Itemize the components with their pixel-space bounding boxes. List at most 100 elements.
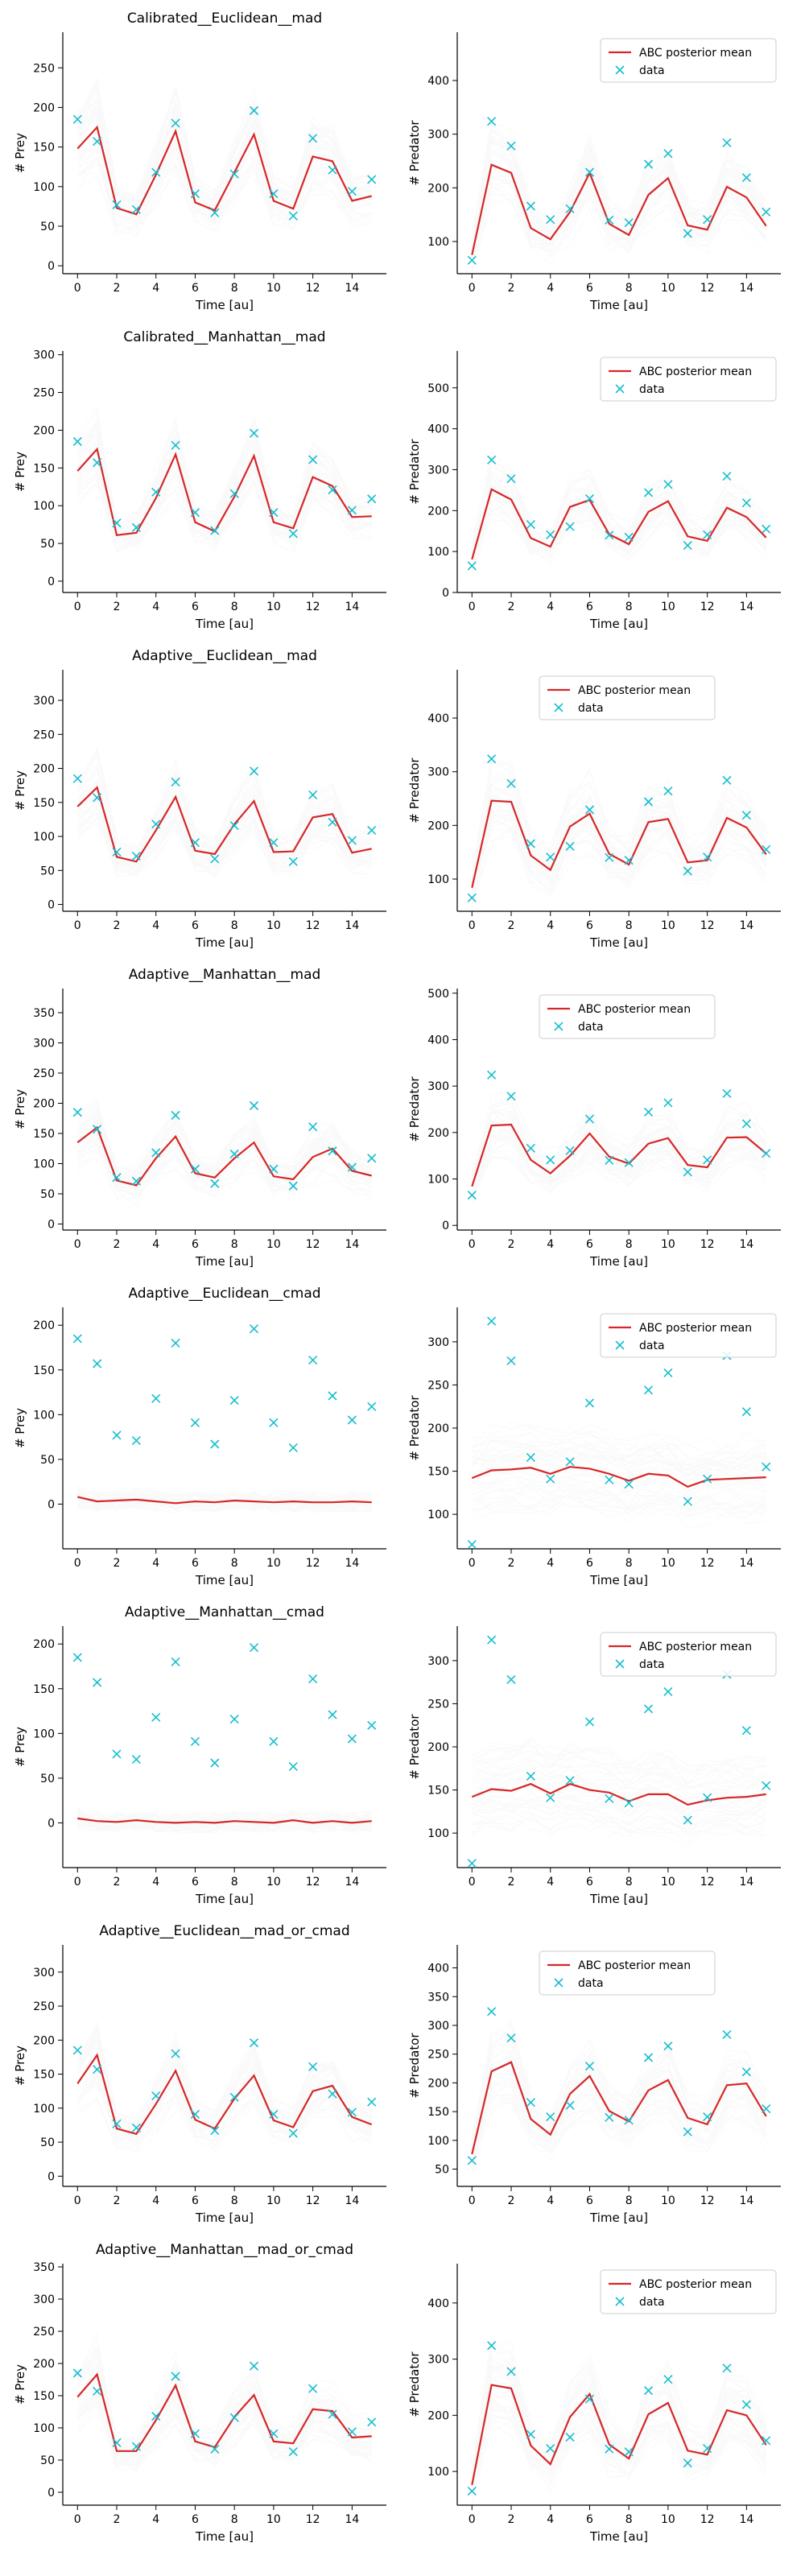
y-tick-label: 50 (40, 865, 55, 877)
data-point (269, 1736, 279, 1746)
data-point (624, 856, 634, 865)
chart-row: Adaptive__Euclidean__mad_or_cmad05010015… (13, 1923, 781, 2225)
data-marker-stroke (546, 2443, 555, 2454)
sample-trajectory (76, 785, 372, 873)
x-tick-label: 10 (266, 1557, 281, 1570)
sample-trajectory (471, 2071, 767, 2147)
data-point (467, 1859, 477, 1868)
data-marker-stroke (269, 1418, 279, 1427)
sample-trajectory (76, 2029, 372, 2128)
sample-trajectory (76, 817, 372, 877)
sample-trajectory (472, 1804, 767, 1822)
data-marker-stroke (190, 1418, 200, 1427)
y-tick-label: 50 (40, 1188, 55, 1201)
legend-data-swatch (615, 1340, 625, 1350)
sample-trajectory (77, 1492, 372, 1512)
posterior-samples (76, 407, 373, 554)
x-tick-label: 12 (306, 2513, 320, 2526)
sample-trajectory (471, 1794, 766, 1827)
posterior-mean-line (77, 1496, 372, 1505)
sample-trajectory (472, 1439, 766, 1476)
data-marker-stroke (762, 1149, 771, 1158)
data-point (605, 2444, 614, 2454)
sample-trajectory (76, 92, 372, 204)
sample-trajectory (76, 89, 372, 205)
data-point (269, 2109, 279, 2119)
sample-trajectory (471, 2343, 767, 2471)
data-point (72, 1334, 82, 1344)
sample-trajectory (471, 835, 767, 909)
sample-trajectory (472, 1791, 767, 1827)
y-tick-label: 250 (33, 729, 55, 741)
posterior-mean-line (76, 786, 372, 863)
data-point (229, 820, 239, 831)
sample-trajectory (471, 196, 767, 266)
x-tick-label: 2 (114, 1238, 121, 1251)
data-marker-stroke (546, 215, 555, 225)
data-marker-stroke (308, 790, 318, 800)
sample-trajectory (76, 766, 372, 868)
x-axis-label: Time [au] (195, 617, 254, 631)
data-point (249, 2038, 259, 2048)
data-marker-stroke (683, 2458, 692, 2468)
x-tick-label: 4 (152, 2194, 159, 2207)
x-tick-label: 12 (306, 2194, 320, 2207)
data-point (526, 520, 535, 530)
data-marker-stroke (643, 797, 654, 807)
sample-trajectory (77, 1149, 372, 1199)
data-marker-stroke (741, 173, 751, 183)
data-marker-stroke (703, 530, 712, 539)
data-marker-stroke (487, 754, 497, 764)
data-marker-stroke (722, 775, 732, 785)
sample-trajectory (471, 2400, 767, 2492)
data-point (506, 2033, 516, 2043)
sample-trajectory (471, 2386, 767, 2495)
data-marker-stroke (190, 1736, 200, 1746)
data-marker-stroke (249, 105, 259, 115)
sample-trajectory (471, 818, 767, 896)
sample-trajectory (471, 2420, 767, 2491)
sample-trajectory (471, 797, 767, 879)
data-marker-stroke (467, 1191, 477, 1200)
data-marker-stroke (288, 211, 298, 221)
sample-trajectory (471, 473, 767, 552)
x-axis-label: Time [au] (195, 2529, 254, 2544)
y-tick-label: 150 (33, 142, 55, 155)
data-marker-stroke (526, 839, 535, 848)
data-point (229, 1395, 239, 1406)
y-tick-label: 100 (33, 2103, 55, 2116)
data-marker-stroke (506, 1356, 516, 1365)
data-point (131, 522, 141, 532)
x-tick-label: 6 (586, 919, 593, 932)
sample-trajectory (77, 164, 372, 222)
sample-trajectory (76, 435, 372, 535)
sample-trajectory (76, 2339, 372, 2450)
data-marker-stroke (367, 2097, 377, 2107)
data-point (546, 1793, 555, 1802)
sample-trajectory (471, 1113, 767, 1182)
sample-trajectory (471, 1131, 766, 1197)
y-tick-label: 200 (427, 2409, 449, 2422)
x-axis-label: Time [au] (589, 1254, 648, 1269)
sample-trajectory (471, 1481, 766, 1510)
data-point (367, 1720, 377, 1730)
sample-trajectory (471, 1810, 766, 1838)
data-point (703, 1155, 712, 1165)
data-point (703, 2443, 712, 2454)
sample-trajectory (471, 1127, 766, 1191)
x-axis-label: Time [au] (589, 298, 648, 312)
sample-trajectory (76, 1808, 372, 1832)
sample-trajectory (77, 2377, 373, 2458)
sample-trajectory (471, 1111, 766, 1183)
sample-trajectory (76, 1117, 372, 1189)
data-marker-stroke (703, 215, 712, 225)
data-marker-stroke (467, 1859, 477, 1868)
sample-trajectory (76, 2332, 372, 2450)
data-point (643, 1704, 654, 1714)
sample-trajectory (472, 1467, 766, 1493)
x-tick-label: 2 (114, 601, 121, 613)
sample-trajectory (76, 141, 372, 228)
sample-trajectory (76, 2092, 372, 2153)
data-point (151, 2412, 161, 2421)
sample-trajectory (471, 2377, 767, 2479)
